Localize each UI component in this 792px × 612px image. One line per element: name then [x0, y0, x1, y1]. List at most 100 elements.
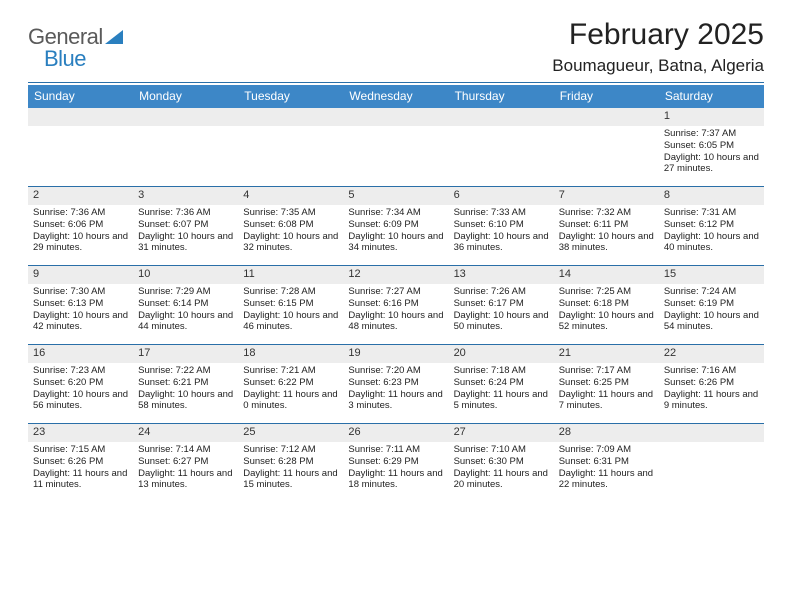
day-cell: 5Sunrise: 7:34 AMSunset: 6:09 PMDaylight…: [343, 187, 448, 265]
daylight-text: Daylight: 10 hours and 58 minutes.: [138, 389, 233, 413]
brand-triangle-icon: [105, 30, 123, 44]
location-text: Boumagueur, Batna, Algeria: [552, 56, 764, 76]
brand-text-2: Blue: [44, 46, 123, 72]
day-number: 19: [343, 345, 448, 363]
daylight-text: Daylight: 10 hours and 48 minutes.: [348, 310, 443, 334]
day-number: 23: [28, 424, 133, 442]
weekday-header: Saturday: [659, 85, 764, 108]
sunset-text: Sunset: 6:13 PM: [33, 298, 128, 310]
day-body: Sunrise: 7:34 AMSunset: 6:09 PMDaylight:…: [343, 205, 448, 259]
day-cell: 25Sunrise: 7:12 AMSunset: 6:28 PMDayligh…: [238, 424, 343, 502]
sunset-text: Sunset: 6:31 PM: [559, 456, 654, 468]
day-cell: [238, 108, 343, 186]
day-cell: 1Sunrise: 7:37 AMSunset: 6:05 PMDaylight…: [659, 108, 764, 186]
day-number: [449, 108, 554, 126]
sunset-text: Sunset: 6:18 PM: [559, 298, 654, 310]
weekday-header: Friday: [554, 85, 659, 108]
day-number: 10: [133, 266, 238, 284]
day-cell: 3Sunrise: 7:36 AMSunset: 6:07 PMDaylight…: [133, 187, 238, 265]
day-number: 2: [28, 187, 133, 205]
calendar-week: 2Sunrise: 7:36 AMSunset: 6:06 PMDaylight…: [28, 186, 764, 265]
day-number: 26: [343, 424, 448, 442]
day-cell: 27Sunrise: 7:10 AMSunset: 6:30 PMDayligh…: [449, 424, 554, 502]
day-body: Sunrise: 7:24 AMSunset: 6:19 PMDaylight:…: [659, 284, 764, 338]
sunset-text: Sunset: 6:09 PM: [348, 219, 443, 231]
sunrise-text: Sunrise: 7:37 AM: [664, 128, 759, 140]
calendar-week: 1Sunrise: 7:37 AMSunset: 6:05 PMDaylight…: [28, 108, 764, 186]
sunset-text: Sunset: 6:11 PM: [559, 219, 654, 231]
sunset-text: Sunset: 6:20 PM: [33, 377, 128, 389]
day-cell: 12Sunrise: 7:27 AMSunset: 6:16 PMDayligh…: [343, 266, 448, 344]
sunrise-text: Sunrise: 7:23 AM: [33, 365, 128, 377]
day-body: [28, 126, 133, 132]
sunset-text: Sunset: 6:16 PM: [348, 298, 443, 310]
sunrise-text: Sunrise: 7:31 AM: [664, 207, 759, 219]
sunset-text: Sunset: 6:26 PM: [664, 377, 759, 389]
daylight-text: Daylight: 10 hours and 46 minutes.: [243, 310, 338, 334]
daylight-text: Daylight: 10 hours and 42 minutes.: [33, 310, 128, 334]
sunrise-text: Sunrise: 7:16 AM: [664, 365, 759, 377]
daylight-text: Daylight: 10 hours and 40 minutes.: [664, 231, 759, 255]
day-number: [554, 108, 659, 126]
sunrise-text: Sunrise: 7:29 AM: [138, 286, 233, 298]
day-number: [659, 424, 764, 442]
weekday-header: Sunday: [28, 85, 133, 108]
sunset-text: Sunset: 6:26 PM: [33, 456, 128, 468]
daylight-text: Daylight: 10 hours and 38 minutes.: [559, 231, 654, 255]
sunrise-text: Sunrise: 7:34 AM: [348, 207, 443, 219]
day-cell: 20Sunrise: 7:18 AMSunset: 6:24 PMDayligh…: [449, 345, 554, 423]
day-number: 21: [554, 345, 659, 363]
sunset-text: Sunset: 6:21 PM: [138, 377, 233, 389]
sunset-text: Sunset: 6:12 PM: [664, 219, 759, 231]
day-cell: 6Sunrise: 7:33 AMSunset: 6:10 PMDaylight…: [449, 187, 554, 265]
daylight-text: Daylight: 11 hours and 11 minutes.: [33, 468, 128, 492]
sunrise-text: Sunrise: 7:32 AM: [559, 207, 654, 219]
sunset-text: Sunset: 6:24 PM: [454, 377, 549, 389]
day-number: 24: [133, 424, 238, 442]
sunrise-text: Sunrise: 7:18 AM: [454, 365, 549, 377]
day-cell: [133, 108, 238, 186]
calendar-grid: 1Sunrise: 7:37 AMSunset: 6:05 PMDaylight…: [28, 108, 764, 502]
day-cell: 13Sunrise: 7:26 AMSunset: 6:17 PMDayligh…: [449, 266, 554, 344]
sunrise-text: Sunrise: 7:11 AM: [348, 444, 443, 456]
sunset-text: Sunset: 6:30 PM: [454, 456, 549, 468]
daylight-text: Daylight: 10 hours and 32 minutes.: [243, 231, 338, 255]
day-number: 25: [238, 424, 343, 442]
day-number: [238, 108, 343, 126]
sunset-text: Sunset: 6:29 PM: [348, 456, 443, 468]
day-cell: 17Sunrise: 7:22 AMSunset: 6:21 PMDayligh…: [133, 345, 238, 423]
day-body: Sunrise: 7:18 AMSunset: 6:24 PMDaylight:…: [449, 363, 554, 417]
day-body: Sunrise: 7:16 AMSunset: 6:26 PMDaylight:…: [659, 363, 764, 417]
day-body: Sunrise: 7:36 AMSunset: 6:06 PMDaylight:…: [28, 205, 133, 259]
day-number: 11: [238, 266, 343, 284]
day-body: Sunrise: 7:36 AMSunset: 6:07 PMDaylight:…: [133, 205, 238, 259]
calendar-week: 16Sunrise: 7:23 AMSunset: 6:20 PMDayligh…: [28, 344, 764, 423]
day-cell: 19Sunrise: 7:20 AMSunset: 6:23 PMDayligh…: [343, 345, 448, 423]
day-body: Sunrise: 7:23 AMSunset: 6:20 PMDaylight:…: [28, 363, 133, 417]
day-body: Sunrise: 7:29 AMSunset: 6:14 PMDaylight:…: [133, 284, 238, 338]
day-body: Sunrise: 7:26 AMSunset: 6:17 PMDaylight:…: [449, 284, 554, 338]
day-body: Sunrise: 7:30 AMSunset: 6:13 PMDaylight:…: [28, 284, 133, 338]
day-body: [659, 442, 764, 448]
day-number: 20: [449, 345, 554, 363]
sunset-text: Sunset: 6:10 PM: [454, 219, 549, 231]
daylight-text: Daylight: 11 hours and 0 minutes.: [243, 389, 338, 413]
day-number: 27: [449, 424, 554, 442]
sunset-text: Sunset: 6:06 PM: [33, 219, 128, 231]
sunset-text: Sunset: 6:07 PM: [138, 219, 233, 231]
daylight-text: Daylight: 10 hours and 34 minutes.: [348, 231, 443, 255]
sunrise-text: Sunrise: 7:36 AM: [138, 207, 233, 219]
day-body: Sunrise: 7:17 AMSunset: 6:25 PMDaylight:…: [554, 363, 659, 417]
sunset-text: Sunset: 6:05 PM: [664, 140, 759, 152]
daylight-text: Daylight: 11 hours and 7 minutes.: [559, 389, 654, 413]
day-cell: 21Sunrise: 7:17 AMSunset: 6:25 PMDayligh…: [554, 345, 659, 423]
daylight-text: Daylight: 10 hours and 56 minutes.: [33, 389, 128, 413]
daylight-text: Daylight: 11 hours and 15 minutes.: [243, 468, 338, 492]
sunrise-text: Sunrise: 7:30 AM: [33, 286, 128, 298]
sunrise-text: Sunrise: 7:14 AM: [138, 444, 233, 456]
day-number: 6: [449, 187, 554, 205]
day-cell: 18Sunrise: 7:21 AMSunset: 6:22 PMDayligh…: [238, 345, 343, 423]
day-cell: 10Sunrise: 7:29 AMSunset: 6:14 PMDayligh…: [133, 266, 238, 344]
daylight-text: Daylight: 11 hours and 20 minutes.: [454, 468, 549, 492]
daylight-text: Daylight: 10 hours and 36 minutes.: [454, 231, 549, 255]
